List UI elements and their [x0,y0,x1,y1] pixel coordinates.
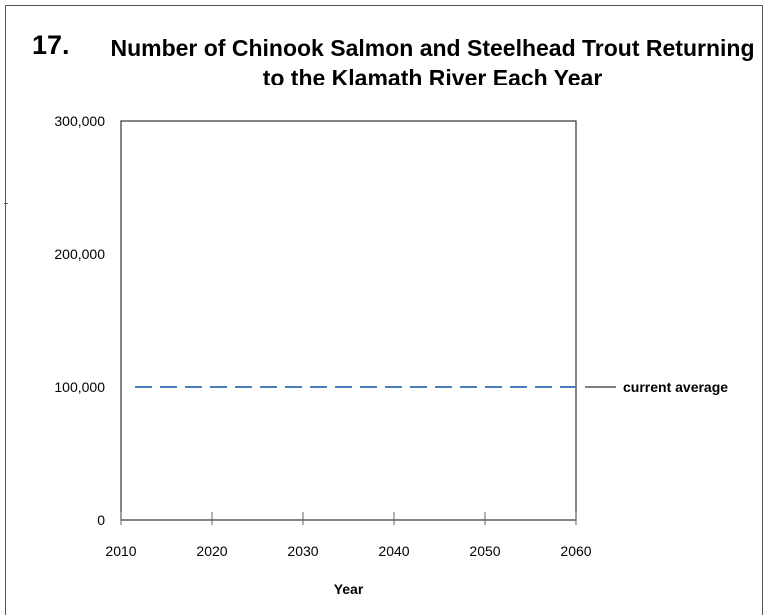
reference-label: current average [623,379,728,395]
x-tick-label: 2050 [469,543,500,559]
y-tick-label: 100,000 [54,379,105,395]
y-tick-label: 200,000 [54,246,105,262]
edge-tick [4,203,8,204]
chart-frame [5,5,763,615]
x-tick-label: 2020 [196,543,227,559]
chart-title: Number of Chinook Salmon and Steelhead T… [110,35,755,85]
x-tick-label: 2040 [378,543,409,559]
plot-area [120,120,577,521]
x-tick-label: 2060 [560,543,591,559]
chart-title-clip: Number of Chinook Salmon and Steelhead T… [100,33,765,85]
y-tick-label: 300,000 [54,113,105,129]
x-tick-label: 2030 [287,543,318,559]
x-tick-label: 2010 [105,543,136,559]
y-tick-label: 0 [97,512,105,528]
question-number: 17. [32,30,70,60]
x-axis-title: Year [334,581,364,597]
